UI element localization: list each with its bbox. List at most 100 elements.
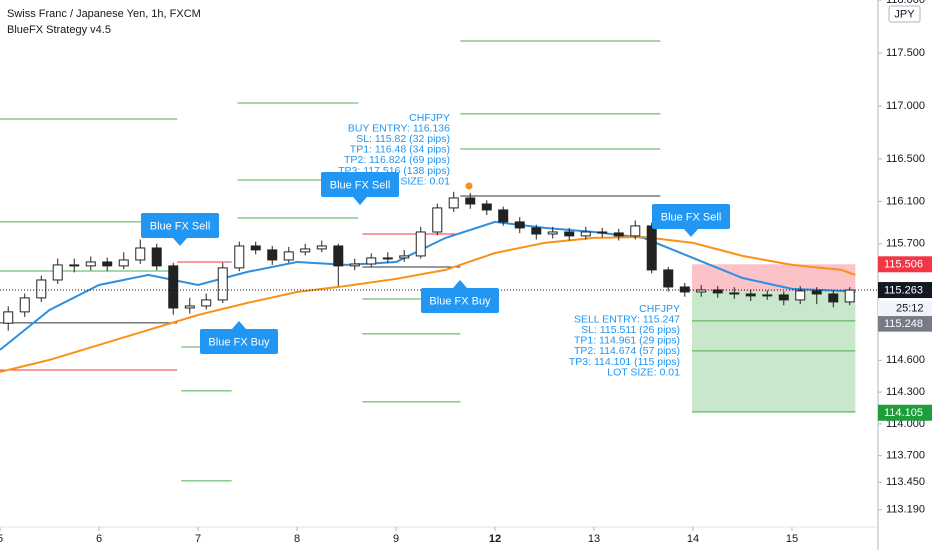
candle-body (217, 267, 228, 301)
candle-body (778, 294, 789, 301)
signal-box (421, 288, 499, 313)
x-tick-label: 12 (489, 533, 501, 545)
candle-body (234, 245, 245, 269)
candle-body (613, 232, 624, 237)
y-tick-label: 116.500 (886, 153, 925, 165)
plot-area (0, 40, 878, 482)
trade-info: SELL ENTRY: 115.247 (574, 313, 680, 325)
price-tag (878, 404, 932, 421)
x-tick-label: 8 (294, 533, 300, 545)
candle-body (349, 263, 360, 267)
signal-label: Blue FX Sell (141, 213, 219, 246)
signal-label: Blue FX Buy (421, 280, 499, 313)
price-tag-label: 115.248 (884, 318, 923, 330)
currency-box[interactable] (888, 5, 921, 23)
moving-average (0, 220, 856, 351)
signal-dot (465, 182, 473, 190)
candle-body (432, 207, 443, 233)
candle-body (168, 265, 179, 309)
x-tick-label: 15 (786, 533, 798, 545)
y-tick-label: 117.000 (886, 100, 925, 112)
candle-body (514, 221, 525, 229)
trade-info: CHFJPY (639, 303, 680, 315)
signal-text: Blue FX Sell (330, 179, 391, 191)
countdown: 25:12 (896, 302, 924, 314)
candle-body (828, 293, 839, 303)
candle-body (481, 203, 492, 211)
candle-body (679, 286, 690, 293)
candle-body (811, 290, 822, 295)
candle-body (597, 231, 608, 234)
y-tick-label: 114.600 (886, 354, 925, 366)
y-tick-label: 114.000 (886, 418, 925, 430)
candle-body (795, 290, 806, 301)
y-tick-label: 117.500 (886, 47, 925, 59)
price-tag (878, 282, 932, 299)
x-tick-label: 5 (0, 533, 3, 545)
candle-body (580, 231, 591, 237)
price-tag-label: 114.105 (884, 407, 923, 419)
indicator-name: BlueFX Strategy v4.5 (7, 24, 111, 36)
moving-average (0, 235, 856, 373)
candle-body (333, 245, 344, 267)
signal-pointer (453, 280, 467, 288)
signal-label: Blue FX Sell (321, 172, 399, 205)
x-tick-label: 7 (195, 533, 201, 545)
candle-body (547, 231, 558, 235)
y-tick-label: 118.000 (886, 0, 925, 6)
x-tick-label: 6 (96, 533, 102, 545)
chart-title: Swiss Franc / Japanese Yen, 1h, FXCM (7, 8, 201, 20)
x-tick-label: 9 (393, 533, 399, 545)
signal-label: Blue FX Sell (652, 204, 730, 237)
trade-info: CHFJPY (409, 112, 450, 124)
candle-body (366, 257, 377, 265)
candle-body (844, 289, 855, 303)
x-tick-label: 13 (588, 533, 600, 545)
candle-body (135, 247, 146, 261)
candle-body (250, 245, 261, 251)
candle-body (184, 305, 195, 309)
x-tick-label: 14 (687, 533, 699, 545)
candle-body (36, 279, 47, 299)
candle-body (19, 297, 30, 313)
candle-body (3, 311, 14, 324)
trade-zone (692, 291, 856, 413)
y-tick-label: 113.190 (886, 504, 925, 516)
trade-info: TP2: 116.824 (69 pips) (344, 154, 450, 166)
currency-label: JPY (894, 8, 915, 20)
candle-body (415, 231, 426, 257)
trade-info: BUY ENTRY: 116.136 (348, 122, 450, 134)
candle-body (85, 261, 96, 267)
signal-text: Blue FX Sell (661, 211, 722, 223)
price-tag (878, 315, 932, 332)
trade-info: TP1: 114.961 (29 pips) (574, 335, 680, 347)
candle-body (630, 225, 641, 237)
price-tag-label: 115.263 (884, 284, 923, 296)
signal-box (321, 172, 399, 197)
candle-body (118, 259, 129, 267)
y-tick-label: 114.300 (886, 386, 925, 398)
candle-body (382, 257, 393, 260)
candle-body (399, 255, 410, 259)
candle-body (498, 209, 509, 223)
countdown-box (878, 301, 932, 317)
y-tick-label: 113.700 (886, 450, 925, 462)
trade-info: LOT SIZE: 0.01 (607, 366, 680, 378)
price-tag (878, 256, 932, 273)
signal-text: Blue FX Buy (429, 295, 491, 307)
signal-pointer (684, 229, 698, 237)
candle-body (745, 293, 756, 297)
signal-box (652, 204, 730, 229)
candle-body (696, 289, 707, 293)
candle-body (102, 261, 113, 267)
trade-info: SL: 115.82 (32 pips) (356, 133, 450, 145)
y-tick-label: 116.100 (886, 195, 925, 207)
candle-body (151, 247, 162, 267)
signal-text: Blue FX Buy (208, 336, 270, 348)
candle-body (300, 248, 311, 253)
candle-body (663, 269, 674, 288)
candle-body (564, 231, 575, 237)
candle-body (531, 227, 542, 235)
